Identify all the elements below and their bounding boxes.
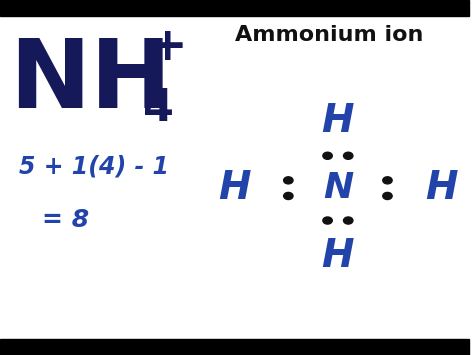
Text: 4: 4 [143, 87, 174, 130]
Text: H: H [425, 169, 457, 207]
Text: NH: NH [9, 36, 172, 129]
Text: = 8: = 8 [42, 208, 90, 232]
Circle shape [344, 152, 353, 159]
Circle shape [283, 192, 293, 200]
Text: Ammonium ion: Ammonium ion [235, 25, 423, 45]
Bar [0, 0, 469, 16]
Text: +: + [148, 25, 187, 70]
Circle shape [344, 217, 353, 224]
Circle shape [323, 152, 332, 159]
Circle shape [383, 192, 392, 200]
Circle shape [383, 177, 392, 184]
Text: N: N [323, 171, 353, 205]
Text: H: H [219, 169, 251, 207]
Text: H: H [322, 236, 354, 275]
Circle shape [323, 217, 332, 224]
Circle shape [283, 177, 293, 184]
Text: H: H [322, 102, 354, 140]
Text: 5 + 1(4) - 1: 5 + 1(4) - 1 [19, 154, 169, 179]
Bar [0, 339, 469, 355]
